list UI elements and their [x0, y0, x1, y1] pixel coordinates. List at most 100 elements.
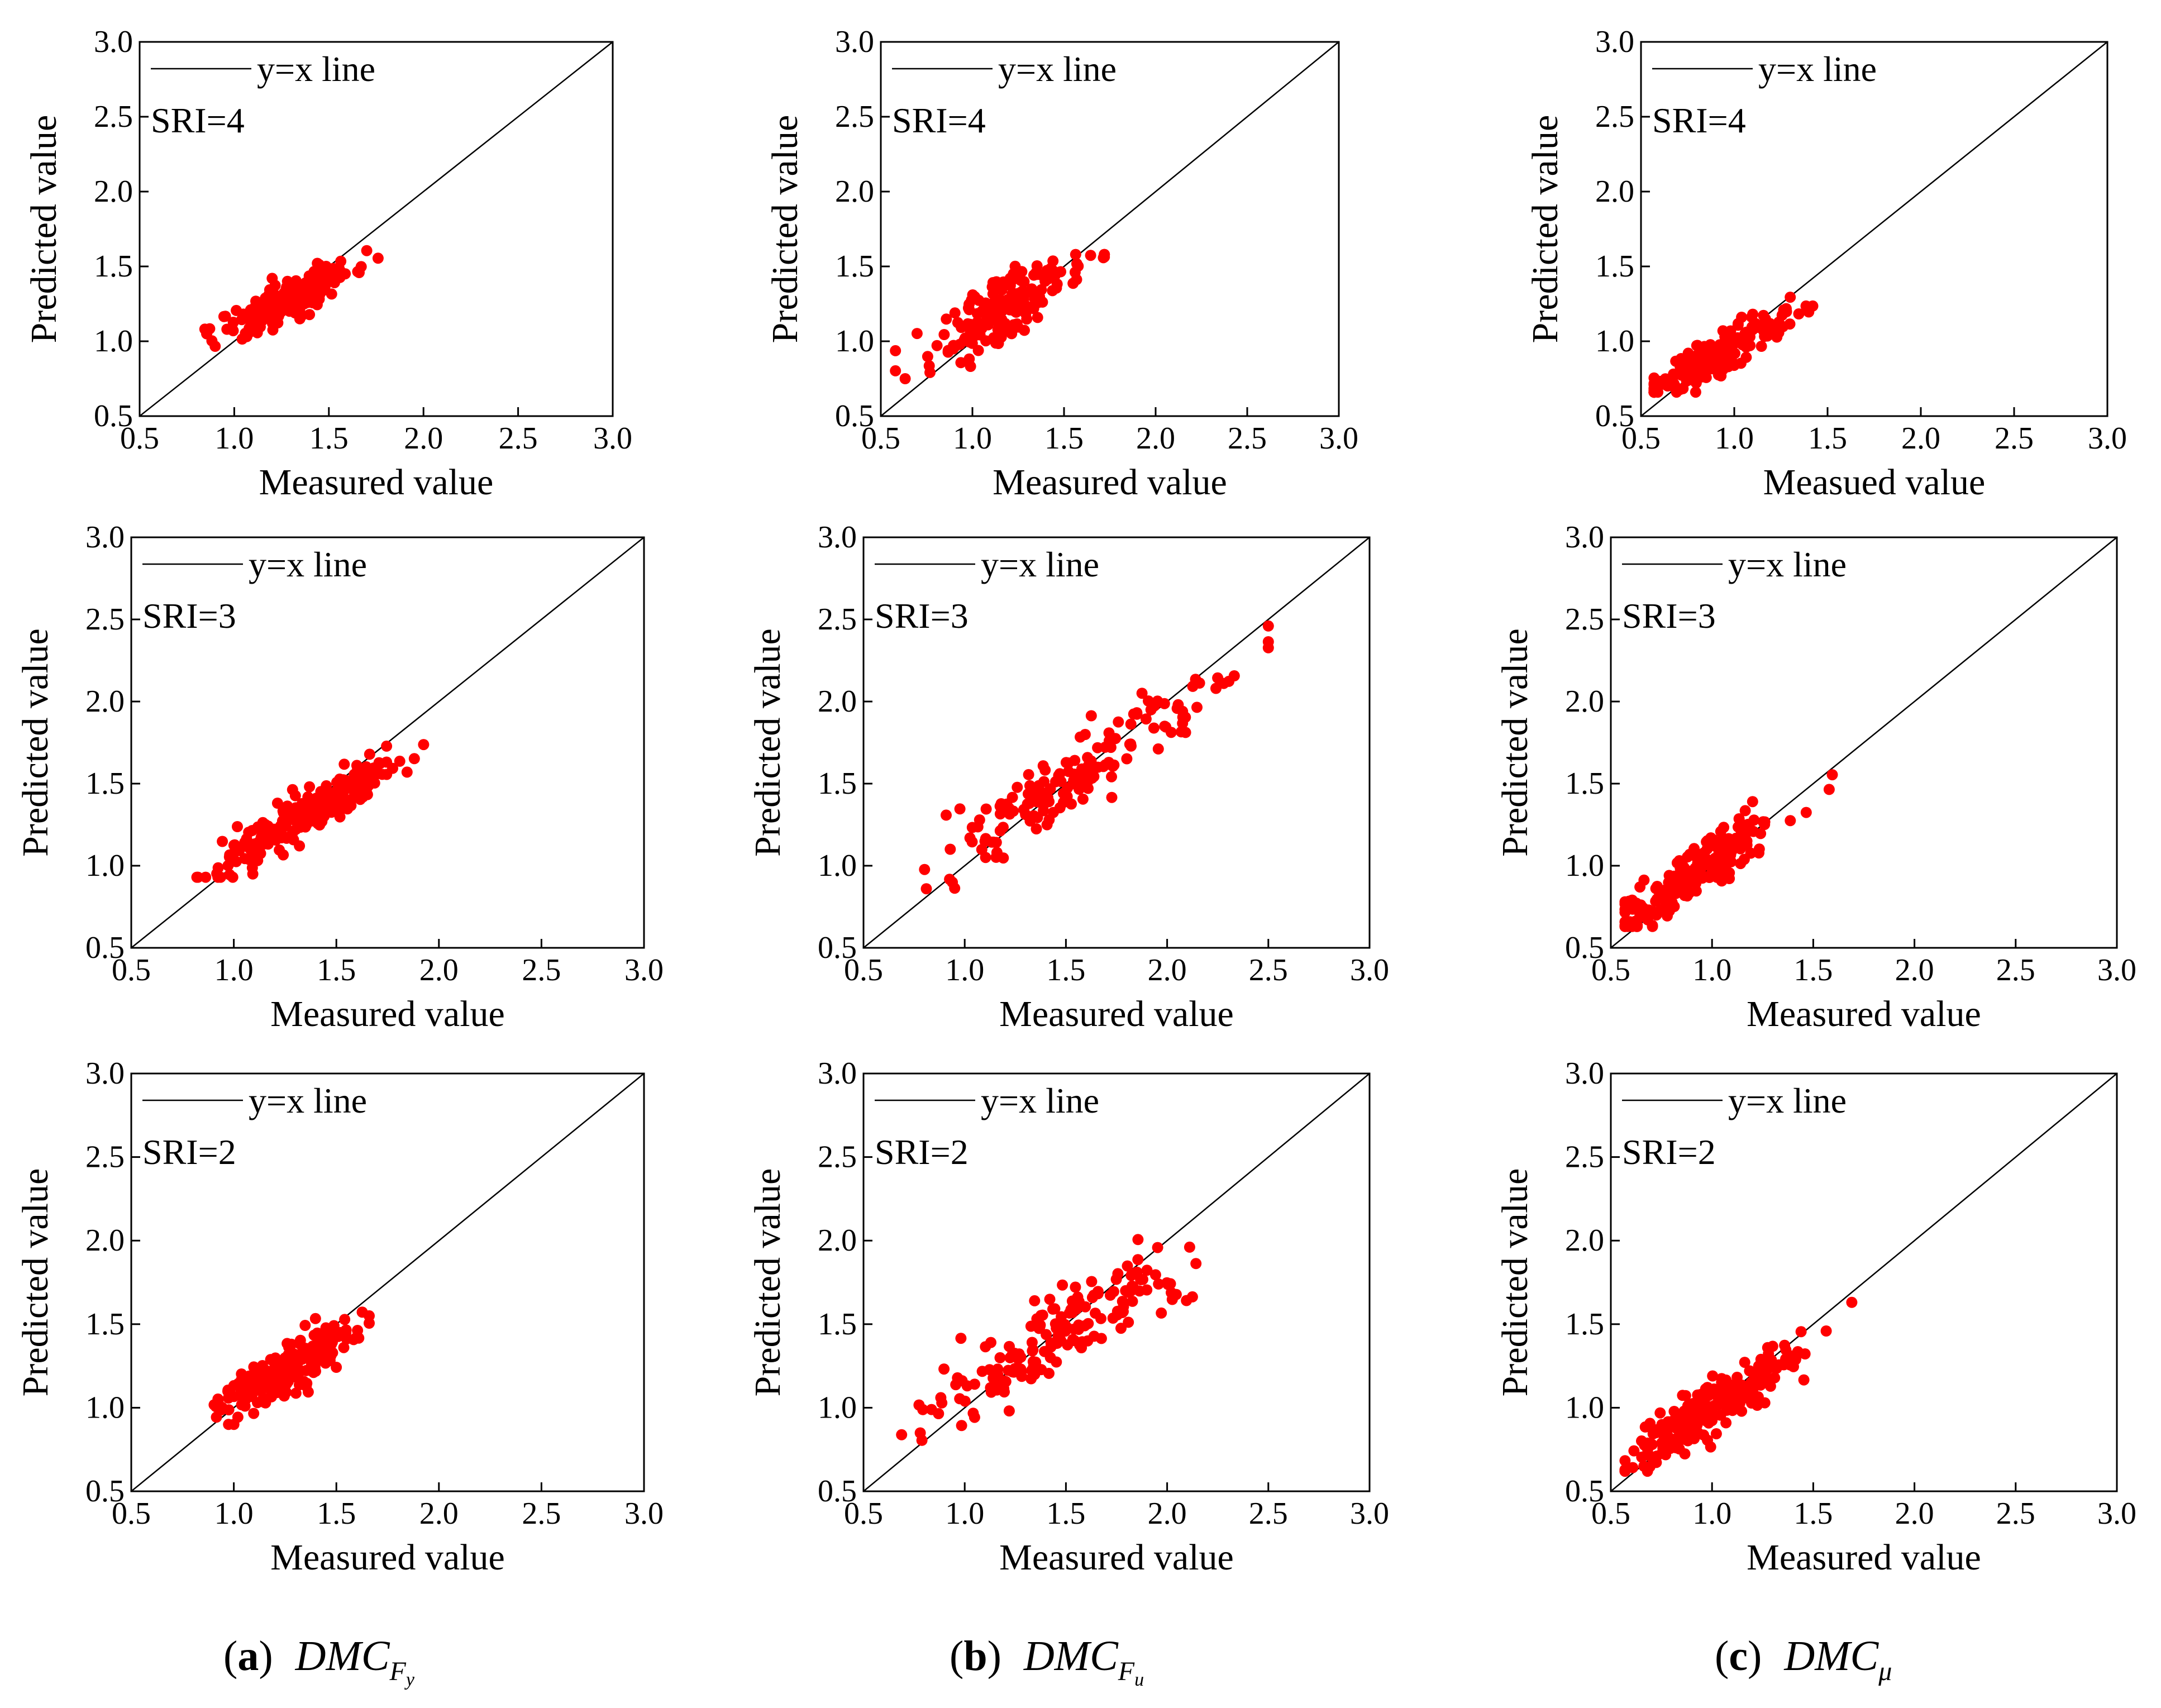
data-point — [965, 361, 976, 372]
caption-dmc: DMC — [1784, 1633, 1879, 1680]
panel-a-SRI4: 0.50.5 1.0 1.0 1.5 1.5 2.0 2.0 2.5 2.5 3.0 3.0 Meas… — [23, 25, 632, 503]
y-tick-label: 2.0 — [1595, 174, 1634, 209]
data-point — [1642, 1466, 1653, 1477]
data-point — [1681, 890, 1693, 902]
data-point — [1181, 1295, 1192, 1306]
y-tick-label: 3.0 — [1565, 1056, 1604, 1091]
y-tick-label: 2.0 — [85, 1223, 125, 1258]
data-point — [954, 803, 966, 815]
x-tick-label: 1.0 — [1692, 953, 1731, 987]
y-axis-title: Predicted value — [15, 1168, 56, 1397]
panel-b-SRI2: 0.50.5 1.0 1.0 1.5 1.5 2.0 2.0 2.5 2.5 3.0 3.0 Meas… — [747, 1056, 1389, 1578]
data-point — [338, 758, 350, 770]
data-point — [1191, 702, 1203, 713]
data-point — [1675, 361, 1686, 373]
data-point — [281, 281, 293, 293]
x-tick-label: 1.0 — [953, 421, 992, 456]
data-point — [1098, 252, 1109, 264]
plot-frame — [1610, 1072, 2118, 1492]
data-point — [227, 871, 238, 883]
data-point — [1671, 384, 1682, 396]
x-axis-title: Measured value — [270, 1537, 505, 1578]
data-point — [1071, 258, 1082, 270]
data-point — [1780, 1354, 1792, 1366]
data-point — [1746, 1389, 1758, 1400]
caption-dmc: DMC — [295, 1633, 390, 1680]
data-point — [998, 852, 1009, 864]
y-tick-label: 1.5 — [1565, 766, 1604, 801]
y-tick-label: 1.0 — [818, 1390, 857, 1425]
legend-label: y=x line — [981, 1081, 1099, 1120]
data-point — [1823, 784, 1835, 795]
x-tick-label: 1.5 — [317, 953, 356, 987]
data-point — [1626, 920, 1638, 932]
data-point — [1016, 1371, 1028, 1382]
data-point — [295, 809, 307, 821]
data-point — [1141, 1265, 1153, 1276]
x-tick-label: 2.5 — [522, 953, 561, 987]
data-point — [278, 1390, 290, 1402]
data-point — [1820, 1325, 1832, 1337]
data-point — [1001, 798, 1013, 810]
data-point — [1000, 296, 1012, 308]
data-point — [1747, 308, 1759, 320]
panel-c-SRI4: 0.50.5 1.0 1.0 1.5 1.5 2.0 2.0 2.5 2.5 3.0 3.0 Meas… — [1525, 25, 2127, 503]
data-point — [301, 284, 313, 295]
data-point — [1029, 1295, 1041, 1306]
data-point — [1662, 910, 1673, 922]
y-tick-label: 0.5 — [818, 1474, 857, 1509]
scatter-points — [1619, 769, 1838, 932]
data-point — [1755, 341, 1767, 352]
data-point — [1779, 1339, 1791, 1351]
data-point — [962, 318, 974, 330]
data-point — [331, 1362, 342, 1373]
data-point — [991, 276, 1002, 288]
plot-frame — [1610, 536, 2118, 949]
data-point — [1735, 843, 1746, 855]
data-point — [1023, 769, 1034, 780]
data-point — [1063, 1307, 1075, 1319]
data-point — [1719, 358, 1730, 370]
scatter-points — [1619, 1296, 1858, 1477]
x-tick-label: 0.5 — [1591, 953, 1630, 987]
data-point — [1025, 1320, 1037, 1332]
data-point — [236, 1399, 247, 1410]
data-point — [1715, 1409, 1726, 1421]
data-point — [1086, 1276, 1098, 1287]
y-tick-label: 1.0 — [1565, 848, 1604, 883]
data-point — [1106, 771, 1117, 783]
data-point — [224, 849, 236, 861]
data-point — [1028, 303, 1039, 314]
data-point — [1050, 1318, 1061, 1330]
y-tick-label: 1.5 — [818, 1307, 857, 1342]
data-point — [911, 328, 923, 340]
data-point — [1738, 853, 1750, 865]
y-tick-label: 2.5 — [818, 1140, 857, 1175]
data-point — [980, 852, 991, 863]
x-tick-label: 2.5 — [1228, 421, 1267, 456]
data-point — [1704, 360, 1715, 372]
data-point — [1781, 306, 1792, 317]
x-axis-title: Measured value — [1747, 1537, 1981, 1578]
y-tick-label: 1.5 — [1595, 249, 1634, 284]
data-point — [268, 1371, 279, 1382]
data-point — [1140, 713, 1152, 725]
data-point — [1088, 771, 1100, 783]
data-point — [941, 809, 952, 821]
data-point — [1057, 1279, 1068, 1291]
data-point — [1746, 325, 1757, 336]
data-point — [260, 823, 271, 834]
data-point — [1123, 1316, 1134, 1328]
data-point — [1738, 819, 1750, 831]
data-point — [981, 301, 993, 313]
data-point — [1671, 1423, 1682, 1434]
x-tick-label: 2.5 — [1995, 421, 2034, 456]
data-point — [1648, 379, 1660, 390]
x-tick-label: 2.5 — [522, 1496, 561, 1531]
sri-annotation: SRI=4 — [151, 101, 245, 140]
data-point — [924, 366, 936, 378]
y-axis-title: Predicted value — [23, 115, 64, 343]
data-point — [1006, 1348, 1018, 1360]
data-point — [294, 840, 306, 852]
data-point — [1619, 1455, 1631, 1467]
